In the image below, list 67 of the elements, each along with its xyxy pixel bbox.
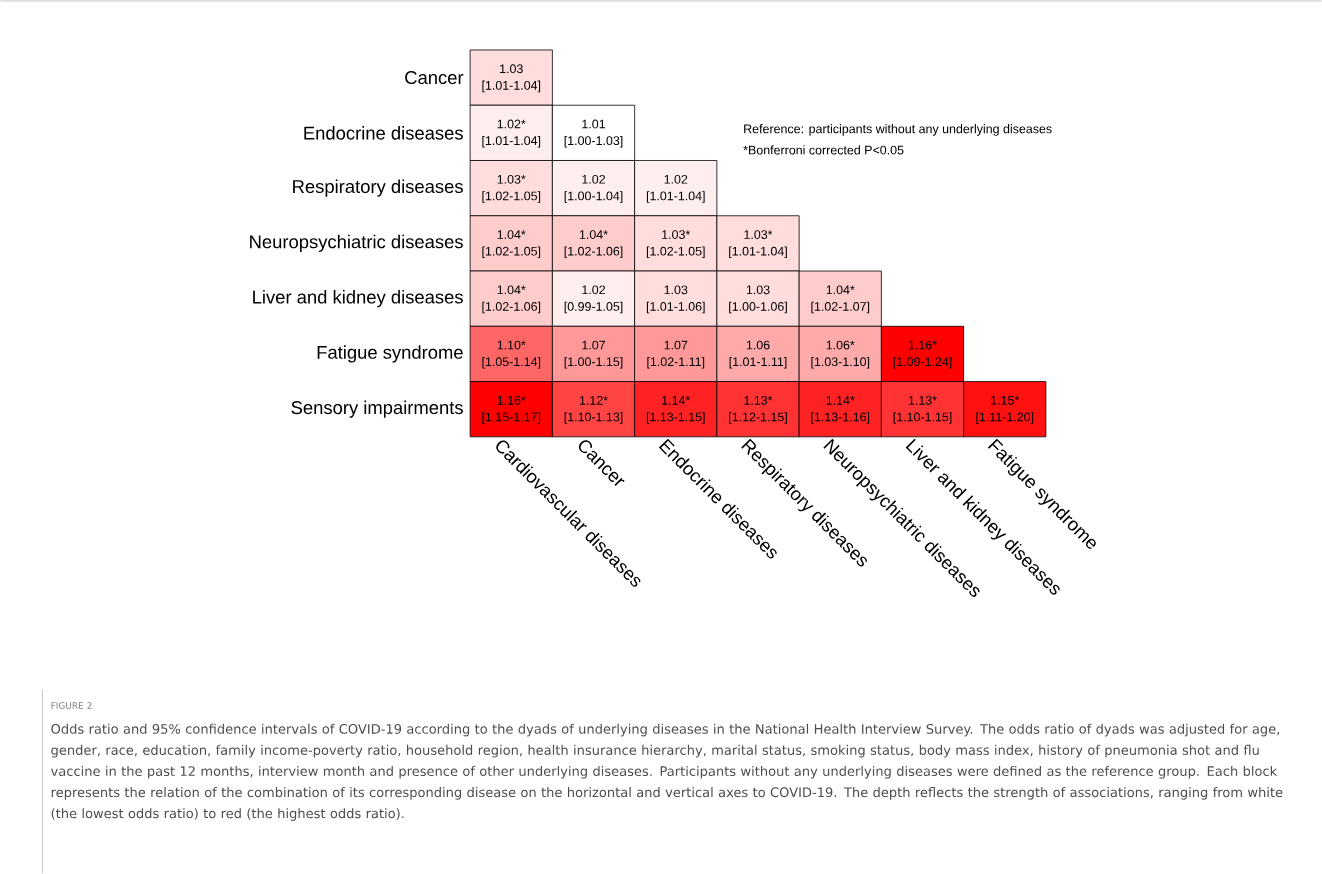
annotation: [1.05-1.14] xyxy=(482,357,541,369)
caption: FIGURE 2 xyxy=(51,702,92,710)
data-label: 1.03 xyxy=(500,64,523,74)
data-label: 1.02 xyxy=(582,174,605,184)
data-label: 1.03* xyxy=(662,230,691,240)
data-label: 1.04* xyxy=(579,230,608,240)
annotation: [1.01-1.04] xyxy=(482,80,541,93)
data-label: 1.12* xyxy=(579,396,608,405)
data-label: 1.03* xyxy=(744,230,773,240)
annotation: [1.01-1.06] xyxy=(646,301,705,314)
data-label: 1.06 xyxy=(746,340,770,350)
y-tick-label: Endocrine diseases xyxy=(304,126,463,140)
annotation: [1.15-1.17] xyxy=(482,412,541,424)
annotation: [1.02-1.11] xyxy=(647,357,705,369)
y-tick-label: Liver and kidney diseases xyxy=(253,290,463,308)
annotation: [1.02-1.05] xyxy=(482,246,541,259)
data-label: 1.04* xyxy=(497,230,526,240)
annotation: [1.02-1.05] xyxy=(482,191,541,203)
data-label: 1.02 xyxy=(582,285,605,295)
annotation: [1.00-1.03] xyxy=(564,135,623,148)
data-label: 1.04* xyxy=(497,285,526,295)
data-label: 1.01 xyxy=(582,119,605,129)
annotation: [1.02-1.06] xyxy=(482,301,541,314)
data-label: 1.13* xyxy=(744,396,773,405)
data-label: 1.03* xyxy=(497,174,526,184)
annotation: Reference: participants without any underlying diseases xyxy=(744,124,1052,136)
annotation: [1.01-1.04] xyxy=(729,246,787,259)
y-tick-label: Cancer xyxy=(405,71,464,85)
data-label: 1.07 xyxy=(582,340,605,350)
data-label: 1.15* xyxy=(991,396,1020,405)
annotation: [1.00-1.04] xyxy=(564,191,623,203)
y-tick-label: Sensory impairments xyxy=(291,400,463,418)
annotation: [1.00-1.06] xyxy=(729,301,787,314)
data-label: 1.16* xyxy=(908,340,937,350)
annotation: [1.03-1.10] xyxy=(811,357,870,369)
data-label: 1.02 xyxy=(664,174,688,184)
data-label: 1.04* xyxy=(826,285,855,295)
annotation: [1.10-1.15] xyxy=(893,412,952,424)
annotation: [1.00-1.15] xyxy=(564,357,623,369)
annotation: [1.10-1.13] xyxy=(564,412,623,424)
annotation: [1.01-1.04] xyxy=(646,191,705,203)
data-label: 1.07 xyxy=(664,340,688,350)
data-label: 1.16* xyxy=(497,396,526,405)
annotation: [1.13-1.16] xyxy=(811,412,870,424)
y-tick-label: Neuropsychiatric diseases xyxy=(250,234,463,253)
annotation: [1.02-1.07] xyxy=(811,301,870,314)
data-label: 1.02* xyxy=(497,119,526,129)
data-label: 1.13* xyxy=(908,396,937,405)
annotation: [1.09-1.24] xyxy=(893,357,952,369)
data-label: 1.03 xyxy=(664,285,688,295)
annotation: [1.13-1.15] xyxy=(646,412,705,424)
annotation: [1.11-1.20] xyxy=(976,412,1034,424)
annotation: [1.12-1.15] xyxy=(729,412,787,424)
annotation: [0.99-1.05] xyxy=(564,301,623,314)
data-label: 1.06* xyxy=(826,340,855,350)
text: Odds ratio and 95% confidence intervals of COVID-19 according to the dyads of underlying diseases in the National Health Interview Survey. The odds ratio of dyads was adjusted for age, gender, race, education, family income-poverty ratio, household region, health insurance hierarchy, marital status, smoking status, body mass index, history of pneumonia shot and flu vaccine in the past 12 months, interview month and presence of other underlying diseases. Participants without any underlying diseases were defined as the reference group. Each block represents the relation of the combination of its corresponding disease on the horizontal and vertical axes to COVID-19. The depth reflects the strength of associations, ranging from white (the lowest odds ratio) to red (the highest odds ratio). xyxy=(50,723,1283,821)
data-label: 1.10* xyxy=(497,340,526,350)
annotation: *Bonferroni corrected P<0.05 xyxy=(743,145,904,155)
data-label: 1.14* xyxy=(826,396,855,405)
annotation: [1.01-1.04] xyxy=(482,135,541,148)
y-tick-label: Fatigue syndrome xyxy=(317,345,463,363)
data-label: 1.14* xyxy=(662,396,691,405)
annotation: [1.02-1.06] xyxy=(564,246,623,259)
data-label: 1.03 xyxy=(746,285,770,295)
y-tick-label: Respiratory diseases xyxy=(293,179,463,197)
annotation: [1.01-1.11] xyxy=(729,357,787,369)
annotation: [1.02-1.05] xyxy=(646,246,705,259)
